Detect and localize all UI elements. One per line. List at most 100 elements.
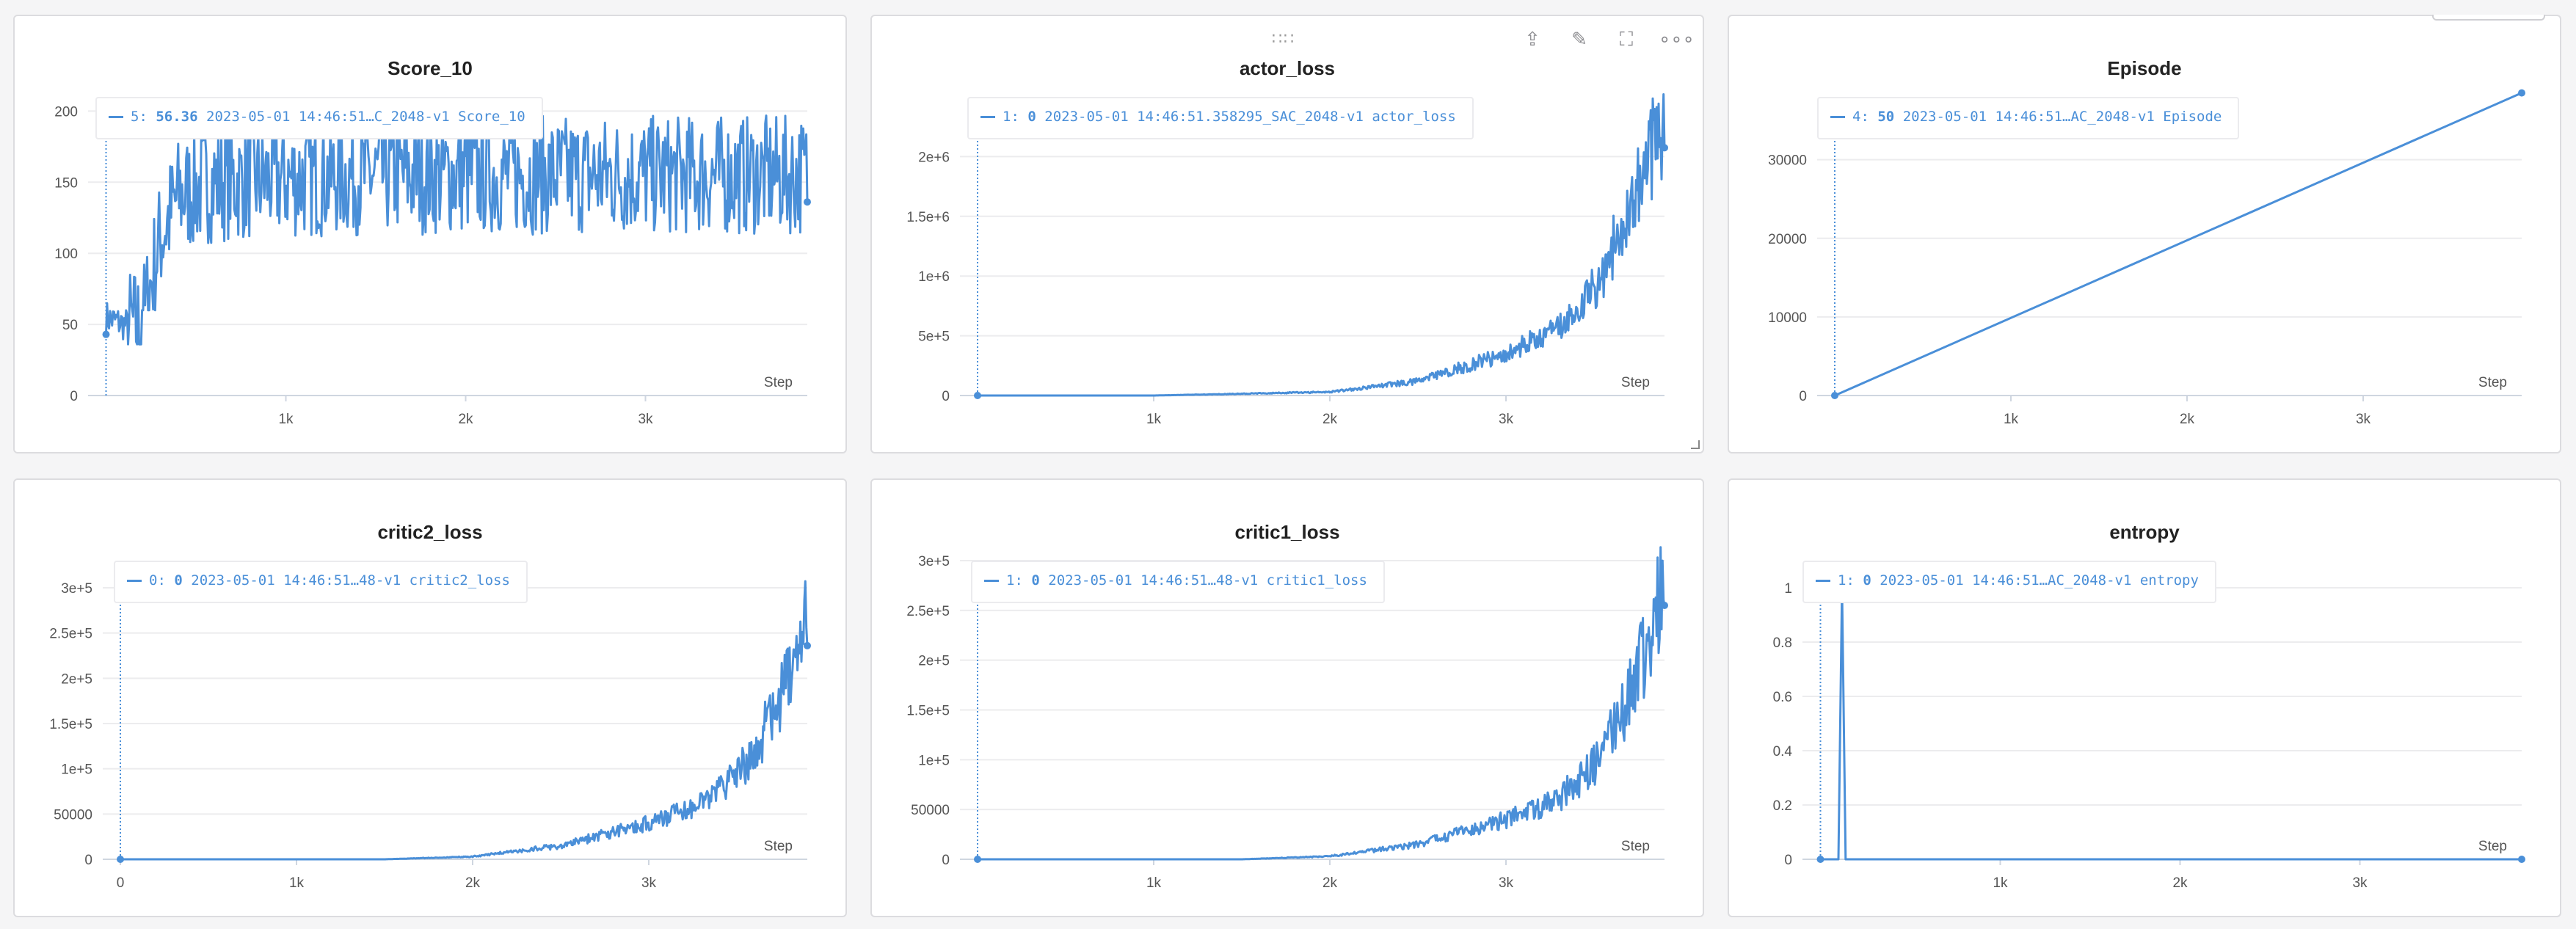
x-tick-label: 3k: [641, 875, 657, 891]
y-tick-label: 0.4: [1773, 744, 1793, 759]
x-axis-label: Step: [2478, 839, 2507, 854]
legend-swatch: [1816, 580, 1830, 582]
legend-swatch: [984, 580, 999, 582]
y-tick-label: 2e+5: [61, 671, 92, 687]
y-tick-label: 1e+6: [918, 269, 950, 285]
chart-legend: 4: 50 2023-05-01 14:46:51…AC_2048-v1 Epi…: [1817, 97, 2240, 139]
legend-text: 2023-05-01 14:46:51…C_2048-v1 Score_10: [206, 109, 525, 125]
legend-index: 4:: [1852, 109, 1869, 125]
x-axis-label: Step: [764, 375, 793, 390]
series-end-point: [804, 198, 811, 206]
resize-handle[interactable]: [1691, 440, 1700, 449]
chart-plot[interactable]: 0 50 100 150 200 1k 2k 3k Step: [15, 16, 848, 455]
y-tick-label: 1.5e+6: [906, 210, 950, 225]
y-tick-label: 1.5e+5: [49, 717, 92, 732]
y-tick-label: 50000: [54, 807, 92, 823]
legend-swatch: [980, 116, 995, 118]
legend-text: 2023-05-01 14:46:51…AC_2048-v1 entropy: [1880, 572, 2199, 589]
y-tick-label: 1.5e+5: [906, 704, 950, 719]
top-right-button[interactable]: [2432, 15, 2545, 21]
legend-text: 2023-05-01 14:46:51.358295_SAC_2048-v1 a…: [1044, 109, 1456, 125]
series-start-point: [1816, 856, 1824, 863]
chart-legend: 1: 0 2023-05-01 14:46:51.358295_SAC_2048…: [967, 97, 1474, 139]
series-line[interactable]: [1820, 586, 2522, 861]
x-tick-label: 1k: [1146, 875, 1162, 891]
legend-swatch: [1830, 116, 1845, 118]
chart-panel-episode[interactable]: Episode 0 10000 20000 30000 1k 2k 3k Step 4: 50…: [1728, 15, 2561, 453]
series-end-point: [804, 641, 811, 649]
y-tick-label: 10000: [1768, 310, 1807, 326]
y-tick-label: 0: [1784, 853, 1792, 868]
legend-text: 2023-05-01 14:46:51…48-v1 critic2_loss: [191, 572, 510, 589]
x-tick-label: 2k: [458, 412, 473, 427]
chart-plot[interactable]: 0 10000 20000 30000 1k 2k 3k Step: [1729, 16, 2563, 455]
chart-title: Score_10: [388, 57, 473, 79]
series-line[interactable]: [1834, 92, 2522, 397]
share-icon[interactable]: ⇪: [1524, 28, 1540, 50]
y-tick-label: 0.2: [1773, 798, 1792, 814]
chart-plot[interactable]: 0 50000 1e+5 1.5e+5 2e+5 2.5e+5 3e+5 0 1k 2k 3k Ste…: [15, 480, 848, 919]
y-tick-label: 3e+5: [61, 581, 92, 597]
legend-value: 0: [1863, 572, 1871, 589]
series-end-point: [1661, 602, 1668, 610]
y-tick-label: 2.5e+5: [49, 627, 92, 642]
legend-index: 1:: [1838, 572, 1855, 589]
legend-text: 2023-05-01 14:46:51…48-v1 critic1_loss: [1048, 572, 1367, 589]
series-line[interactable]: [977, 546, 1666, 861]
y-tick-label: 0.8: [1773, 635, 1792, 651]
y-tick-label: 20000: [1768, 232, 1807, 247]
x-axis-label: Step: [1621, 375, 1650, 390]
edit-icon[interactable]: ✎: [1571, 28, 1587, 50]
x-tick-label: 0: [117, 875, 125, 891]
y-tick-label: 150: [54, 175, 78, 191]
chart-title: critic2_loss: [377, 521, 483, 543]
series-start-point: [102, 330, 110, 338]
y-tick-label: 0: [942, 389, 950, 404]
chart-panel-score-10[interactable]: Score_10 0 50 100 150 200 1k 2k 3k Step 5: 56.36…: [13, 15, 847, 453]
chart-plot[interactable]: 0 50000 1e+5 1.5e+5 2e+5 2.5e+5 3e+5 1k 2k 3k Step: [872, 480, 1706, 919]
y-tick-label: 50: [62, 318, 78, 333]
chart-panel-critic1-loss[interactable]: critic1_loss 0 50000 1e+5 1.5e+5 2e+5 2.5e+5 3…: [870, 478, 1704, 917]
y-tick-label: 1e+5: [61, 762, 92, 778]
chart-plot[interactable]: 0 0.2 0.4 0.6 0.8 1 1k 2k 3k Step: [1729, 480, 2563, 919]
chart-plot[interactable]: 0 5e+5 1e+6 1.5e+6 2e+6 1k 2k 3k Step: [872, 16, 1706, 455]
y-tick-label: 50000: [911, 803, 950, 818]
chart-legend: 1: 0 2023-05-01 14:46:51…48-v1 critic1_l…: [971, 561, 1385, 603]
legend-value: 0: [174, 572, 183, 589]
chart-title: critic1_loss: [1234, 521, 1340, 543]
x-tick-label: 3k: [2352, 875, 2368, 891]
legend-value: 0: [1031, 572, 1040, 589]
x-tick-label: 3k: [2356, 412, 2371, 427]
chart-title: actor_loss: [1239, 57, 1336, 79]
x-tick-label: 1k: [289, 875, 305, 891]
x-tick-label: 3k: [638, 412, 653, 427]
series-start-point: [1831, 392, 1838, 399]
series-line[interactable]: [105, 114, 809, 346]
y-tick-label: 0: [942, 853, 950, 868]
y-tick-label: 0: [70, 389, 78, 404]
y-tick-label: 2e+5: [918, 654, 950, 669]
series-start-point: [117, 856, 124, 863]
y-tick-label: 5e+5: [918, 329, 950, 345]
y-tick-label: 3e+5: [918, 554, 950, 569]
legend-index: 1:: [1003, 109, 1019, 125]
y-tick-label: 1: [1784, 581, 1792, 597]
x-axis-label: Step: [764, 839, 793, 854]
chart-panel-critic2-loss[interactable]: critic2_loss 0 50000 1e+5 1.5e+5 2e+5 2.5e+5 3…: [13, 478, 847, 917]
legend-index: 1:: [1006, 572, 1023, 589]
x-axis-label: Step: [1621, 839, 1650, 854]
x-tick-label: 2k: [1322, 412, 1338, 427]
chart-legend: 1: 0 2023-05-01 14:46:51…AC_2048-v1 entr…: [1802, 561, 2216, 603]
chart-panel-actor-loss[interactable]: ∷∷ ⇪ ✎ ⛶ ∘∘∘ actor_loss 0 5e+5 1e+6 1.5e+6 2…: [870, 15, 1704, 453]
y-tick-label: 200: [54, 104, 78, 120]
series-end-point: [1661, 144, 1668, 152]
series-line[interactable]: [120, 580, 809, 861]
y-tick-label: 2e+6: [918, 150, 950, 165]
y-tick-label: 1e+5: [918, 753, 950, 768]
series-line[interactable]: [977, 93, 1666, 397]
drag-handle-icon[interactable]: ∷∷: [1272, 29, 1295, 48]
fullscreen-icon[interactable]: ⛶: [1619, 28, 1634, 50]
y-tick-label: 2.5e+5: [906, 604, 950, 619]
chart-panel-entropy[interactable]: entropy 0 0.2 0.4 0.6 0.8 1 1k 2k 3k Step 1: 0 20…: [1728, 478, 2561, 917]
x-tick-label: 3k: [1499, 875, 1514, 891]
